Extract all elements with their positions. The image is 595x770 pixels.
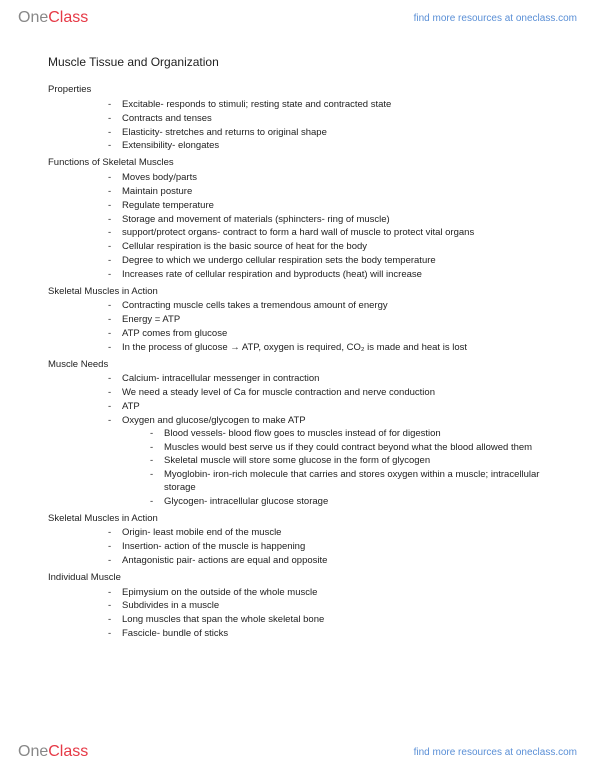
list-item: Increases rate of cellular respiration a… bbox=[108, 269, 547, 282]
list-item: Skeletal muscle will store some glucose … bbox=[150, 455, 547, 468]
resources-link-footer[interactable]: find more resources at oneclass.com bbox=[414, 747, 577, 758]
list-item: Muscles would best serve us if they coul… bbox=[150, 442, 547, 455]
footer: OneClass find more resources at oneclass… bbox=[0, 734, 595, 770]
list-item: ATP bbox=[108, 401, 547, 414]
brand-logo: OneClass bbox=[18, 9, 88, 27]
list-item: Glycogen- intracellular glucose storage bbox=[150, 496, 547, 509]
list-item: Origin- least mobile end of the muscle bbox=[108, 527, 547, 540]
list-item: Insertion- action of the muscle is happe… bbox=[108, 541, 547, 554]
section-list: Excitable- responds to stimuli; resting … bbox=[48, 99, 547, 153]
section-label: Muscle Needs bbox=[48, 359, 547, 372]
list-item: Elasticity- stretches and returns to ori… bbox=[108, 127, 547, 140]
brand-logo-footer: OneClass bbox=[18, 743, 88, 761]
header: OneClass find more resources at oneclass… bbox=[0, 0, 595, 36]
list-item: Moves body/parts bbox=[108, 172, 547, 185]
list-item: Epimysium on the outside of the whole mu… bbox=[108, 587, 547, 600]
section-list: Origin- least mobile end of the muscleIn… bbox=[48, 527, 547, 567]
list-item: In the process of glucose → ATP, oxygen … bbox=[108, 342, 547, 355]
list-item: support/protect organs- contract to form… bbox=[108, 227, 547, 240]
list-item: Oxygen and glucose/glycogen to make ATPB… bbox=[108, 415, 547, 509]
resources-link[interactable]: find more resources at oneclass.com bbox=[414, 13, 577, 24]
section-label: Individual Muscle bbox=[48, 572, 547, 585]
list-item: Excitable- responds to stimuli; resting … bbox=[108, 99, 547, 112]
list-item: Subdivides in a muscle bbox=[108, 600, 547, 613]
list-item: Degree to which we undergo cellular resp… bbox=[108, 255, 547, 268]
section-label: Skeletal Muscles in Action bbox=[48, 513, 547, 526]
list-item: Extensibility- elongates bbox=[108, 140, 547, 153]
section-list: Calcium- intracellular messenger in cont… bbox=[48, 373, 547, 508]
brand-class-footer: Class bbox=[48, 743, 88, 761]
section-label: Skeletal Muscles in Action bbox=[48, 286, 547, 299]
list-item: Maintain posture bbox=[108, 186, 547, 199]
list-item: Contracting muscle cells takes a tremend… bbox=[108, 300, 547, 313]
list-item: We need a steady level of Ca for muscle … bbox=[108, 387, 547, 400]
list-item: Antagonistic pair- actions are equal and… bbox=[108, 555, 547, 568]
section-list: Contracting muscle cells takes a tremend… bbox=[48, 300, 547, 354]
page-title: Muscle Tissue and Organization bbox=[48, 54, 547, 70]
list-item: Myoglobin- iron-rich molecule that carri… bbox=[150, 469, 547, 495]
section-list: Moves body/partsMaintain postureRegulate… bbox=[48, 172, 547, 282]
list-item: Storage and movement of materials (sphin… bbox=[108, 214, 547, 227]
list-item: Blood vessels- blood flow goes to muscle… bbox=[150, 428, 547, 441]
section-label: Functions of Skeletal Muscles bbox=[48, 157, 547, 170]
brand-one: One bbox=[18, 9, 48, 27]
list-item: Fascicle- bundle of sticks bbox=[108, 628, 547, 641]
section-label: Properties bbox=[48, 84, 547, 97]
brand-one-footer: One bbox=[18, 743, 48, 761]
section-list: Epimysium on the outside of the whole mu… bbox=[48, 587, 547, 641]
list-item: Calcium- intracellular messenger in cont… bbox=[108, 373, 547, 386]
list-item: Long muscles that span the whole skeleta… bbox=[108, 614, 547, 627]
list-item: ATP comes from glucose bbox=[108, 328, 547, 341]
list-item: Energy = ATP bbox=[108, 314, 547, 327]
sub-list: Blood vessels- blood flow goes to muscle… bbox=[122, 428, 547, 509]
list-item: Cellular respiration is the basic source… bbox=[108, 241, 547, 254]
document-content: Muscle Tissue and Organization Propertie… bbox=[0, 36, 595, 651]
list-item: Regulate temperature bbox=[108, 200, 547, 213]
brand-class: Class bbox=[48, 9, 88, 27]
list-item: Contracts and tenses bbox=[108, 113, 547, 126]
